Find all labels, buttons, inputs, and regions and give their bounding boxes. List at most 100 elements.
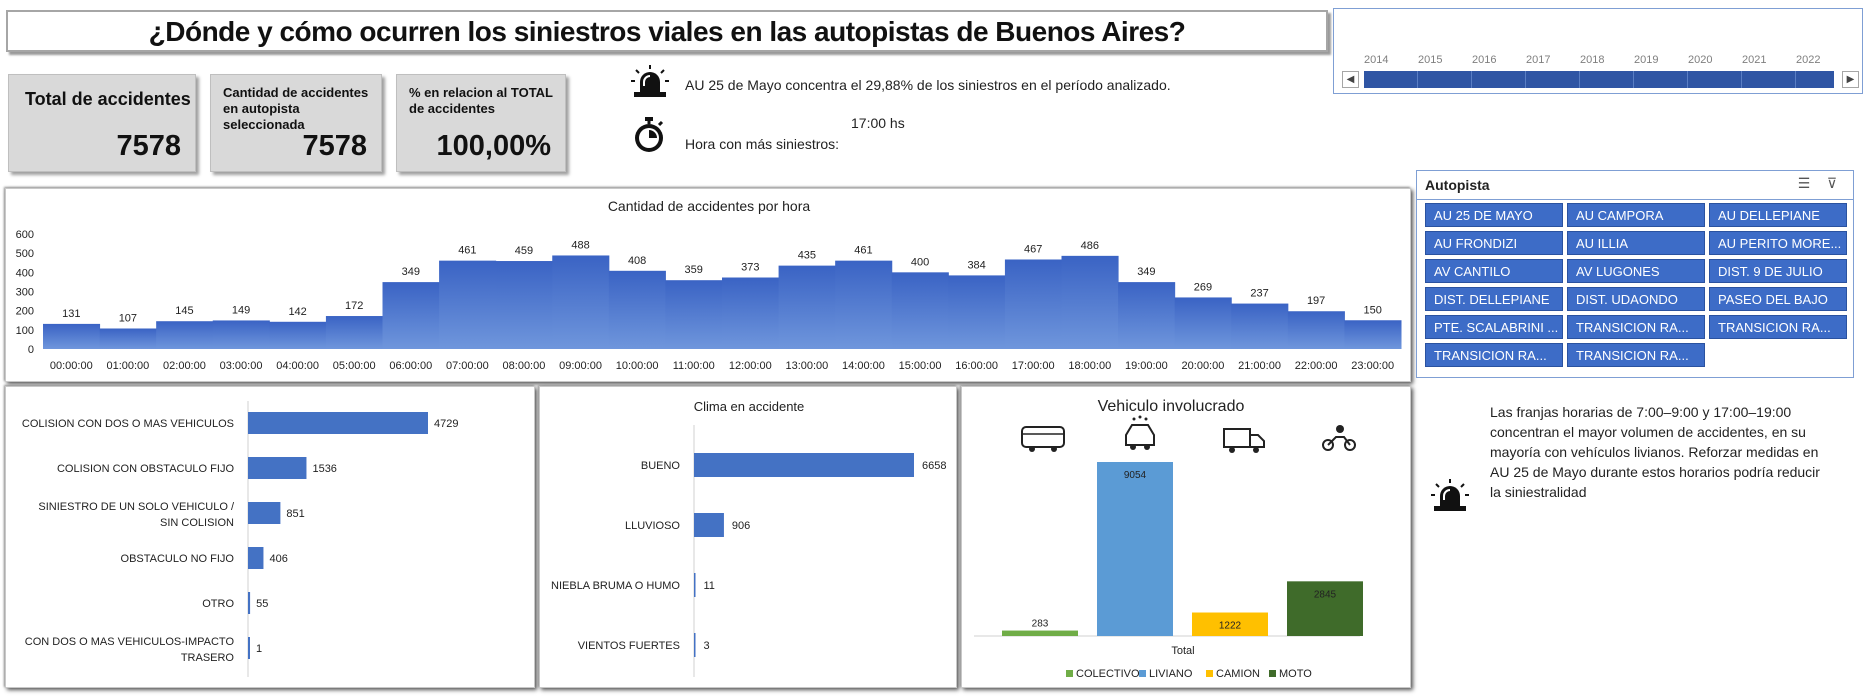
timeline-year-tick	[1417, 71, 1418, 88]
slicer-item[interactable]: DIST. UDAONDO	[1567, 287, 1705, 311]
slicer-item[interactable]: DIST. 9 DE JULIO	[1709, 259, 1847, 283]
type-bar-value: 406	[269, 553, 287, 565]
kpi-total-value: 7578	[116, 130, 181, 162]
y-tick-label: 600	[16, 229, 34, 241]
hour-bar	[835, 260, 893, 349]
slicer-item[interactable]: AU FRONDIZI	[1425, 231, 1563, 255]
type-bar-value: 4729	[434, 418, 458, 430]
vehicle-bar-value: 9054	[1124, 470, 1147, 481]
slicer-item[interactable]: AU PERITO MORE...	[1709, 231, 1847, 255]
timeline-year-label[interactable]: 2015	[1418, 54, 1443, 66]
type-category-label: CON DOS O MAS VEHICULOS-IMPACTO	[25, 636, 235, 648]
slicer-item[interactable]: AU 25 DE MAYO	[1425, 203, 1563, 227]
slicer-item[interactable]: TRANSICION RA...	[1425, 343, 1563, 367]
hour-bar-value: 467	[1024, 243, 1042, 255]
vehicle-bar	[1002, 630, 1078, 636]
hourly-accidents-chart: Cantidad de accidentes por hora 600 500 400…	[16, 198, 1402, 372]
year-timeline[interactable]: 2014 2015 2016 2017 2018 2019 2020 2021 2022 ◀ ▶	[1333, 8, 1863, 94]
accident-type-chart: 4729 COLISION CON DOS O MAS VEHICULOS 1536…	[22, 401, 458, 677]
note-siren-icon	[1431, 479, 1469, 511]
hour-bar	[156, 321, 214, 349]
multi-select-icon[interactable]: ☰	[1797, 175, 1811, 191]
type-bar-value: 55	[256, 598, 268, 610]
hour-bar-value: 435	[798, 250, 816, 262]
timeline-year-label[interactable]: 2020	[1688, 54, 1713, 66]
timeline-year-label[interactable]: 2017	[1526, 54, 1551, 66]
truck-cab	[1250, 434, 1265, 448]
hour-x-label: 00:00:00	[50, 360, 93, 372]
page-title: ¿Dónde y cómo ocurren los siniestros via…	[148, 16, 1186, 47]
hour-x-label: 15:00:00	[899, 360, 942, 372]
truck-icon	[1223, 428, 1265, 453]
truck-cargo	[1223, 428, 1251, 448]
timeline-selection-bar[interactable]	[1364, 71, 1834, 88]
hour-bar-value: 461	[854, 245, 872, 257]
slicer-item[interactable]: PASEO DEL BAJO	[1709, 287, 1847, 311]
type-bar	[248, 412, 428, 434]
slicer-item[interactable]: TRANSICION RA...	[1567, 343, 1705, 367]
timeline-scroll-right-button[interactable]: ▶	[1842, 71, 1859, 88]
kpi-pct-card: % en relacion al TOTAL de accidentes 100…	[396, 74, 566, 172]
hour-bar	[722, 277, 780, 349]
weather-panel: Clima en accidente 6658 BUENO 906 LLUVIOSO 11…	[539, 386, 957, 688]
hour-x-label: 07:00:00	[446, 360, 489, 372]
slicer-item[interactable]: PTE. SCALABRINI ...	[1425, 315, 1563, 339]
weather-bar-value: 6658	[922, 460, 946, 472]
hour-bar-value: 149	[232, 304, 250, 316]
timeline-year-tick	[1795, 71, 1796, 88]
slicer-divider	[1417, 199, 1853, 200]
hour-bar	[891, 272, 949, 349]
clear-filter-icon[interactable]: ⊽	[1826, 175, 1838, 191]
hour-x-label: 10:00:00	[616, 360, 659, 372]
timeline-year-label[interactable]: 2018	[1580, 54, 1605, 66]
vehicle-chart-title: Vehiculo involucrado	[1098, 398, 1245, 415]
kpi-selected-label-line1: Cantidad de accidentes	[223, 85, 369, 100]
hour-bar	[382, 282, 440, 349]
slicer-item[interactable]: AV CANTILO	[1425, 259, 1563, 283]
hour-bar-value: 237	[1250, 288, 1268, 300]
hour-bar-value: 269	[1194, 281, 1212, 293]
car-body	[1125, 424, 1155, 446]
timeline-year-label[interactable]: 2016	[1472, 54, 1497, 66]
car-icon	[1125, 415, 1155, 450]
slicer-item[interactable]: TRANSICION RA...	[1567, 315, 1705, 339]
hour-bar	[1344, 320, 1402, 349]
timeline-year-label[interactable]: 2014	[1364, 54, 1389, 66]
kpi-selected-label-line2: en autopista seleccionada	[223, 101, 305, 132]
bus-wheel	[1051, 446, 1057, 452]
weather-bar-value: 906	[732, 520, 750, 532]
peak-hour-value: 17:00 hs	[851, 115, 905, 131]
type-category-label: OTRO	[202, 598, 234, 610]
timeline-year-label[interactable]: 2021	[1742, 54, 1767, 66]
hour-bar	[1287, 311, 1345, 349]
hour-x-label: 04:00:00	[276, 360, 319, 372]
slicer-item[interactable]: AU ILLIA	[1567, 231, 1705, 255]
slicer-item[interactable]: AU DELLEPIANE	[1709, 203, 1847, 227]
legend-swatch	[1269, 670, 1276, 677]
hour-bar-value: 349	[1137, 266, 1155, 278]
timeline-scroll-left-button[interactable]: ◀	[1342, 71, 1359, 88]
moto-frame	[1327, 436, 1351, 446]
weather-bar	[694, 453, 914, 477]
timeline-year-label[interactable]: 2019	[1634, 54, 1659, 66]
kpi-pct-label-line1: % en relacion al TOTAL	[409, 85, 553, 100]
timeline-year-tick	[1633, 71, 1634, 88]
hour-bar-value: 488	[571, 239, 589, 251]
slicer-item[interactable]: TRANSICION RA...	[1709, 315, 1847, 339]
hour-x-label: 08:00:00	[503, 360, 546, 372]
weather-category-label: LLUVIOSO	[625, 520, 680, 532]
vehicle-bar-value: 1222	[1219, 621, 1242, 632]
autopista-slicer: Autopista ☰ ⊽ AU 25 DE MAYO AU CAMPORA AU …	[1416, 170, 1854, 378]
vehicle-bar	[1097, 462, 1173, 636]
hour-bar	[1004, 259, 1062, 349]
hour-bar-value: 107	[119, 312, 137, 324]
slicer-item[interactable]: AU CAMPORA	[1567, 203, 1705, 227]
timeline-year-label[interactable]: 2022	[1796, 54, 1821, 66]
moto-wheel	[1322, 439, 1334, 451]
slicer-item[interactable]: DIST. DELLEPIANE	[1425, 287, 1563, 311]
y-tick-label: 400	[16, 267, 34, 279]
slicer-item[interactable]: AV LUGONES	[1567, 259, 1705, 283]
legend-swatch	[1066, 670, 1073, 677]
hour-x-label: 06:00:00	[389, 360, 432, 372]
bus-wheel	[1029, 446, 1035, 452]
